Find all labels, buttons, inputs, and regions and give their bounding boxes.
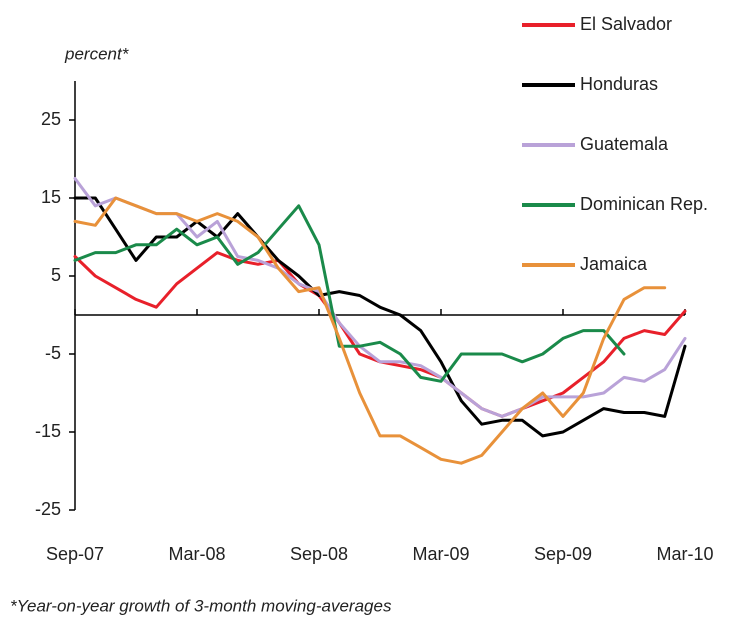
x-tick-label: Sep-07 [46, 544, 104, 564]
legend-label: Honduras [580, 74, 658, 94]
series-line [73, 251, 687, 418]
y-tick-label: -25 [35, 499, 61, 519]
x-tick-label: Mar-09 [412, 544, 469, 564]
series-line [73, 204, 626, 383]
y-tick-label: 25 [41, 109, 61, 129]
y-tick-label: -5 [45, 343, 61, 363]
legend-label: El Salvador [580, 14, 672, 34]
y-axis-label: percent* [64, 44, 130, 63]
y-tick-label: -15 [35, 421, 61, 441]
legend-label: Jamaica [580, 254, 648, 274]
legend-label: Guatemala [580, 134, 669, 154]
y-tick-label: 5 [51, 265, 61, 285]
x-tick-label: Mar-10 [656, 544, 713, 564]
x-tick-label: Sep-08 [290, 544, 348, 564]
series-line [73, 196, 667, 465]
footnote: *Year-on-year growth of 3-month moving-a… [10, 596, 392, 615]
series-line [73, 196, 687, 438]
x-tick-label: Mar-08 [168, 544, 225, 564]
x-tick-label: Sep-09 [534, 544, 592, 564]
legend-label: Dominican Rep. [580, 194, 708, 214]
y-tick-label: 15 [41, 187, 61, 207]
